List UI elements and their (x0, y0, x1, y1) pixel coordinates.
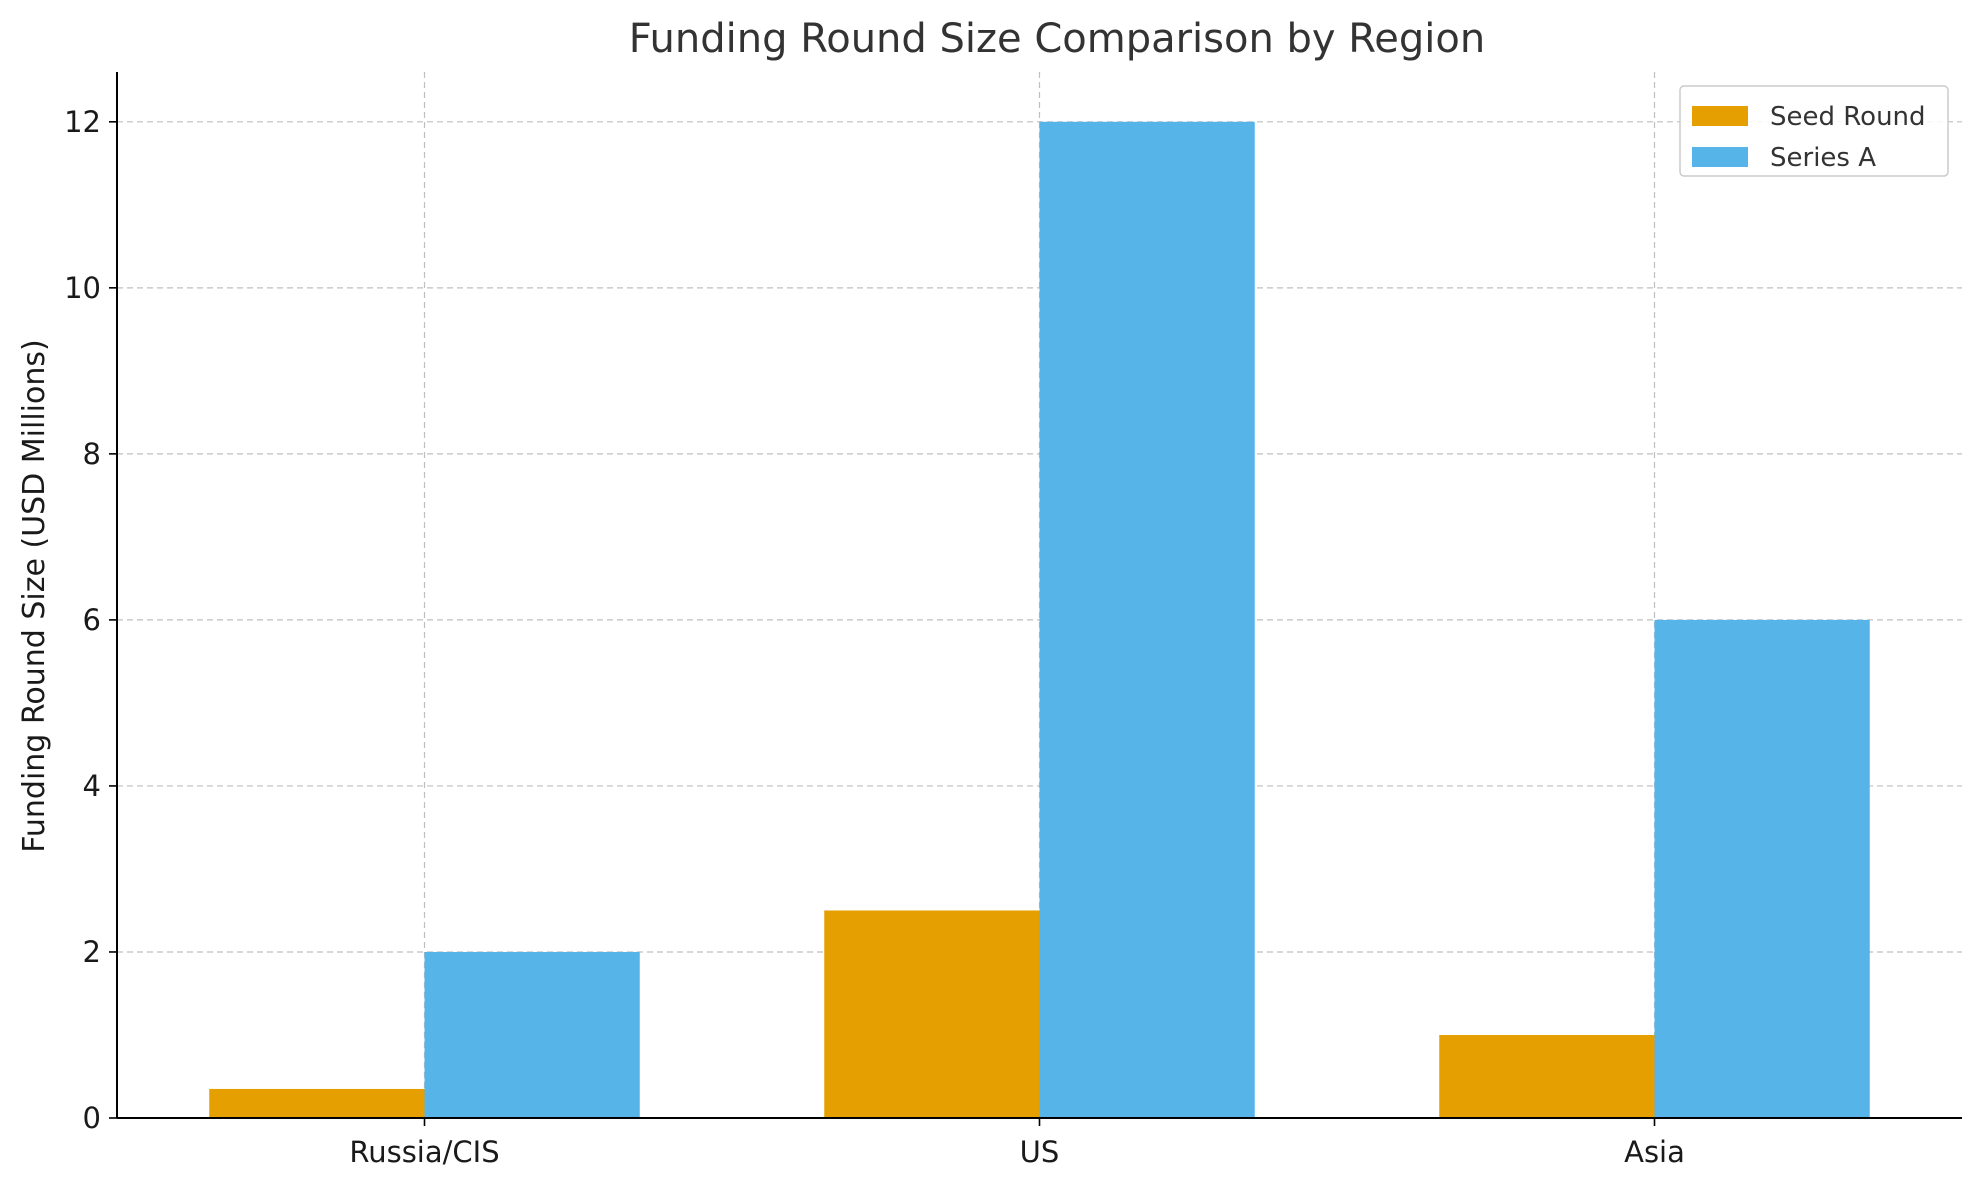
y-tick-label: 2 (83, 935, 101, 969)
bar-seed-round-us (824, 910, 1040, 1118)
x-tick-label: Asia (1624, 1135, 1685, 1169)
x-tick-label: Russia/CIS (349, 1135, 499, 1169)
bar-seed-round-russia-cis (209, 1088, 425, 1118)
y-tick-label: 0 (83, 1101, 101, 1135)
axes: 0 2 4 6 8 10 12 Russia/CIS US Asia (64, 72, 1962, 1169)
y-tick-label: 8 (83, 437, 101, 471)
bar-series-a-russia-cis (424, 951, 640, 1118)
bars (209, 121, 1870, 1119)
legend-swatch (1692, 147, 1748, 167)
y-tick-label: 4 (83, 769, 101, 803)
x-tick-label: US (1020, 1135, 1060, 1169)
y-tick-label: 12 (64, 105, 101, 139)
bar-series-a-us (1039, 121, 1255, 1119)
chart-title: Funding Round Size Comparison by Region (629, 16, 1486, 62)
y-tick-label: 10 (64, 271, 101, 305)
legend: Seed Round Series A (1679, 85, 1949, 177)
bar-series-a-asia (1654, 619, 1870, 1118)
legend-label: Seed Round (1770, 102, 1926, 132)
legend-swatch (1692, 106, 1748, 126)
y-tick-label: 6 (83, 603, 101, 637)
bar-seed-round-asia (1439, 1034, 1655, 1118)
legend-label: Series A (1770, 143, 1876, 173)
y-axis-label: Funding Round Size (USD Millions) (17, 339, 52, 852)
